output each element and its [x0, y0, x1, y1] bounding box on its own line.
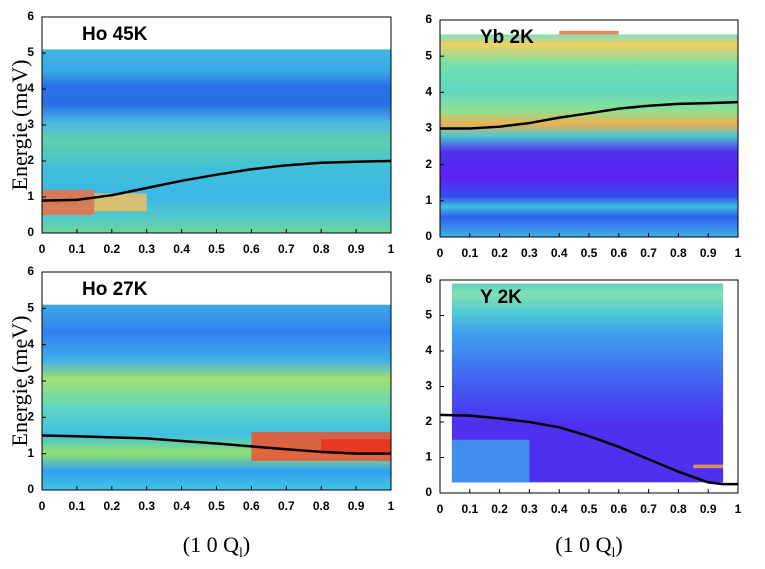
x-tick-label: 0.8 — [670, 246, 687, 260]
dispersion-curve — [439, 413, 738, 486]
heatmap-patch — [321, 439, 391, 454]
x-tick-label: 0 — [39, 242, 46, 256]
y-tick-label: 2 — [425, 157, 432, 171]
x-axis-label-part: (1 0 Q — [555, 532, 611, 557]
x-tick-label: 0.4 — [173, 242, 190, 256]
y-tick-label: 0 — [425, 485, 432, 499]
x-tick-label: 0.3 — [138, 242, 155, 256]
x-axis-label-part: ) — [615, 532, 622, 557]
x-tick-label: 0.1 — [69, 242, 86, 256]
x-tick-label: 0.5 — [581, 246, 598, 260]
x-tick-label: 0.3 — [521, 502, 538, 516]
x-tick-label: 0.4 — [551, 246, 568, 260]
x-axis-label-part: l — [612, 546, 616, 561]
y-tick-label: 4 — [27, 337, 34, 351]
x-tick-label: 0.6 — [610, 502, 627, 516]
x-tick-label: 0.5 — [581, 502, 598, 516]
x-tick-label: 0 — [437, 502, 444, 516]
y-tick-label: 6 — [425, 12, 432, 26]
x-tick-label: 0.2 — [491, 246, 508, 260]
y-axis-label: Energie (meV) — [7, 60, 32, 191]
x-tick-label: 0.1 — [461, 246, 478, 260]
x-tick-label: 0.2 — [491, 502, 508, 516]
heatmap-patch — [693, 464, 724, 469]
y-axis-label: Energie (meV) — [7, 316, 32, 447]
y-tick-label: 5 — [425, 48, 432, 62]
y-tick-label: 6 — [425, 272, 432, 286]
x-tick-label: 0 — [437, 246, 444, 260]
x-tick-label: 0.5 — [208, 499, 225, 513]
x-tick-label: 0.3 — [521, 246, 538, 260]
heatmap-patch — [559, 30, 619, 35]
heatmap-patch — [94, 193, 147, 212]
y-tick-label: 3 — [27, 373, 34, 387]
y-tick-label: 3 — [425, 379, 432, 393]
y-tick-label: 4 — [27, 81, 34, 95]
y-tick-label: 1 — [27, 446, 34, 460]
y-tick-label: 0 — [27, 482, 34, 496]
y-tick-label: 0 — [27, 225, 34, 239]
heatmap — [42, 304, 391, 490]
dispersion-curve — [41, 434, 391, 455]
x-tick-label: 0.1 — [69, 499, 86, 513]
y-tick-label: 2 — [27, 153, 34, 167]
x-tick-label: 0.7 — [278, 499, 295, 513]
x-tick-label: 0.6 — [243, 242, 260, 256]
heatmap-patch — [451, 439, 530, 483]
x-tick-label: 0.1 — [461, 502, 478, 516]
x-tick-label: 0.5 — [208, 242, 225, 256]
x-axis-label-part: ) — [243, 532, 250, 557]
panel-title: Ho 45K — [82, 24, 148, 45]
y-tick-label: 2 — [425, 414, 432, 428]
x-tick-label: 1 — [735, 502, 742, 516]
x-tick-label: 0.4 — [173, 499, 190, 513]
y-tick-label: 1 — [425, 450, 432, 464]
y-tick-label: 5 — [27, 301, 34, 315]
x-tick-label: 0.8 — [313, 499, 330, 513]
x-tick-label: 0.3 — [138, 499, 155, 513]
x-tick-label: 0.7 — [640, 502, 657, 516]
y-tick-label: 1 — [27, 189, 34, 203]
y-tick-label: 5 — [27, 45, 34, 59]
x-tick-label: 0.2 — [103, 242, 120, 256]
x-tick-label: 0.9 — [700, 246, 717, 260]
x-axis-label-part: (1 0 Q — [183, 532, 239, 557]
y-tick-label: 0 — [425, 229, 432, 243]
y-tick-label: 3 — [27, 117, 34, 131]
x-tick-label: 0.9 — [700, 502, 717, 516]
y-tick-label: 3 — [425, 121, 432, 135]
x-tick-label: 1 — [388, 242, 395, 256]
y-tick-label: 5 — [425, 308, 432, 322]
x-tick-label: 0.8 — [313, 242, 330, 256]
x-axis-label: (1 0 Ql) — [555, 532, 622, 561]
x-axis-label-part: l — [239, 546, 243, 561]
x-tick-label: 0.8 — [670, 502, 687, 516]
dispersion-curve — [440, 100, 739, 130]
panel-title: Ho 27K — [82, 279, 148, 300]
y-tick-label: 1 — [425, 193, 432, 207]
y-tick-label: 6 — [27, 264, 34, 278]
x-tick-label: 0.9 — [348, 242, 365, 256]
x-tick-label: 0.9 — [348, 499, 365, 513]
panel-title: Yb 2K — [480, 27, 534, 48]
y-tick-label: 4 — [425, 343, 432, 357]
panel-title: Y 2K — [480, 287, 522, 308]
y-tick-label: 4 — [425, 85, 432, 99]
x-tick-label: 1 — [735, 246, 742, 260]
x-axis-label: (1 0 Ql) — [183, 532, 250, 561]
heatmap — [440, 34, 738, 237]
x-tick-label: 0.7 — [640, 246, 657, 260]
x-tick-label: 0.2 — [103, 499, 120, 513]
dispersion-curve — [41, 159, 392, 202]
y-tick-label: 2 — [27, 410, 34, 424]
x-tick-label: 0.4 — [551, 502, 568, 516]
x-tick-label: 0.6 — [610, 246, 627, 260]
x-tick-label: 1 — [388, 499, 395, 513]
x-tick-label: 0 — [39, 499, 46, 513]
x-tick-label: 0.7 — [278, 242, 295, 256]
y-tick-label: 6 — [27, 9, 34, 23]
heatmap-patch — [42, 189, 95, 215]
x-tick-label: 0.6 — [243, 499, 260, 513]
